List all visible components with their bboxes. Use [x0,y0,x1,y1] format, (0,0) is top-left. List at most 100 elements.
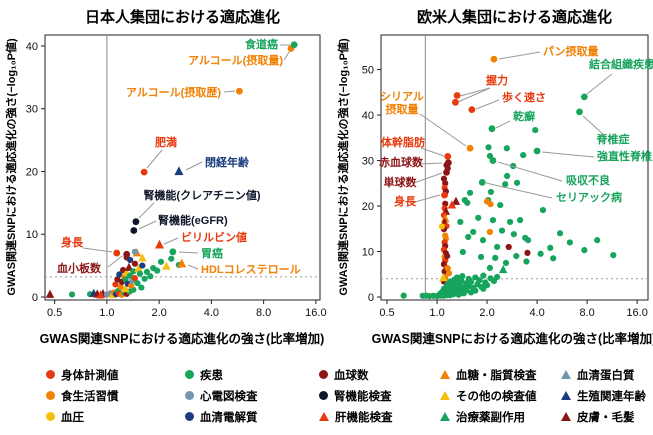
x-tick-label: 16.0 [305,307,326,319]
callout-line [498,51,541,60]
annotation-label: 肥満 [155,135,177,149]
callout-line [413,172,443,184]
data-point [119,266,127,274]
legend-marker-circle-icon [185,370,194,379]
legend-marker-circle-icon [319,370,328,379]
data-point [556,230,564,237]
data-point [459,248,466,256]
callout-line [138,220,157,230]
callout-line [475,99,500,110]
callout-line [485,182,553,199]
legend-label: 腎機能検査 [334,390,392,403]
legend-item: 食生活習慣 [46,387,185,404]
legend-marker-triangle-icon [561,370,571,379]
data-point [131,260,138,267]
data-point [128,282,135,289]
annotated-data-point [155,239,165,249]
annotated-data-point [444,159,452,167]
annotated-data-point [140,168,148,176]
panel-title-europe: 欧米人集団における適応進化 [416,9,612,26]
data-point [444,252,451,260]
data-point [453,274,461,281]
legend-marker-circle-icon [46,391,55,400]
y-tick-label: 20 [26,166,38,178]
category-legend: 身体計測値 食生活習慣 血圧 疾患 心電図検査 血清電解質 血球数 腎機能検査 肝機能検査 血糖・… [46,366,653,425]
legend-label: 血糖・脂質検査 [456,369,537,382]
annotation-label: 胃癌 [201,246,223,260]
annotation-label: 歩く速さ [502,90,546,104]
x-tick-label: 4.0 [529,307,544,319]
data-point [502,181,509,188]
y-tick-label: 50 [362,65,374,77]
legend-item: 血圧 [46,408,185,425]
data-point [485,144,492,151]
data-point [134,263,143,273]
annotated-data-point [169,248,177,256]
data-point [472,287,479,294]
x-tick-label: 4.0 [204,307,219,319]
data-point [438,223,446,230]
annotated-data-point [580,93,588,101]
x-tick-label: 8.0 [579,307,594,319]
y-tick-label: 10 [362,247,374,259]
data-point [486,264,493,271]
data-point [467,278,475,286]
data-point [537,250,544,257]
x-tick-label: 2.0 [479,307,494,319]
legend-marker-circle-icon [46,370,55,379]
data-point [550,255,557,262]
data-point [566,239,573,246]
data-point [513,252,520,260]
data-point [477,253,485,261]
annotated-data-point [533,147,541,155]
legend-marker-triangle-icon [440,412,450,421]
annotation-label: 握力 [486,73,508,87]
data-point [497,202,504,209]
annotated-data-point [177,258,187,268]
legend-item: 疾患 [185,366,319,383]
data-point [539,207,547,214]
annotated-data-point [488,125,496,133]
callout-line [223,90,236,93]
legend-label: 血球数 [334,369,369,382]
data-point [457,218,464,226]
data-point [138,284,145,291]
annotated-data-point [478,178,486,186]
x-tick-label: 8.0 [256,307,271,319]
y-tick-label: 0 [368,292,374,304]
data-point [504,172,511,180]
annotation-label: 脊椎症 [596,132,630,146]
data-point [487,201,494,208]
annotated-data-point [235,87,243,95]
callout-line [185,161,203,171]
annotated-data-point [444,153,452,160]
annotation-label: 食道癌 [245,37,278,51]
legend-marker-circle-icon [46,412,55,421]
annotation-label: 強直性脊椎炎 [597,149,653,163]
annotated-data-point [441,191,448,199]
y-tick-label: 40 [26,41,38,53]
legend-label: 肝機能検査 [335,411,393,424]
data-point [498,227,506,234]
callout-line [457,87,491,103]
callout-line [582,115,605,136]
data-point [516,217,524,224]
data-point [494,243,501,251]
data-point [466,189,474,196]
legend-label: 皮膚・毛髪 [577,411,635,424]
annotation-label: アルコール(摂取量) [188,53,283,67]
data-point [130,268,137,275]
legend-label: 治療薬副作用 [456,411,525,424]
callout-line [420,147,445,157]
y-tick-label: 20 [362,201,374,213]
annotation-label: アルコール(摂取歴) [126,85,221,99]
data-point [581,247,588,254]
data-point [524,237,532,244]
annotated-data-point [452,98,459,106]
data-point [126,256,134,264]
data-point [136,270,144,277]
data-point [157,258,165,265]
data-point [465,233,472,241]
